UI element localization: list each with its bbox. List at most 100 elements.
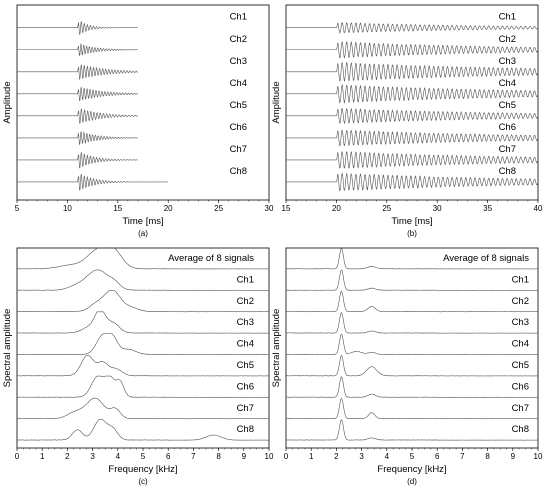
series-line-ch3 — [16, 311, 270, 334]
series-line-ch1 — [285, 269, 539, 291]
x-tick-label: 8 — [216, 452, 221, 461]
channel-label: Ch5 — [230, 100, 247, 111]
x-tick-label: 2 — [65, 452, 70, 461]
series-line-ch2 — [286, 41, 539, 59]
x-tick-label: 9 — [511, 452, 516, 461]
channel-label: Ch1 — [237, 274, 254, 285]
series-line-ch7 — [16, 397, 270, 420]
x-tick-label: 20 — [164, 204, 173, 213]
channel-label: Ch2 — [237, 296, 254, 307]
x-tick-label: 10 — [265, 452, 274, 461]
series-line-ch4 — [286, 84, 539, 104]
x-tick-label: 35 — [483, 204, 492, 213]
series-line-ch1 — [16, 269, 270, 291]
x-tick-label: 40 — [534, 204, 543, 213]
series-line-ch6 — [17, 131, 138, 145]
series-line-ch6 — [285, 376, 538, 398]
channel-label: Ch7 — [237, 403, 254, 414]
x-tick-label: 25 — [382, 204, 391, 213]
series-line-ch3 — [17, 64, 138, 81]
channel-label: Ch4 — [512, 339, 529, 350]
channel-label: Ch5 — [499, 100, 516, 111]
y-axis-label: Amplitude — [2, 81, 13, 123]
series-line-ch5 — [286, 107, 539, 125]
channel-label: Average of 8 signals — [168, 253, 254, 264]
channel-label: Ch2 — [512, 296, 529, 307]
channel-label: Ch3 — [512, 317, 529, 328]
channel-label: Ch7 — [230, 144, 247, 155]
x-tick-label: 8 — [485, 452, 490, 461]
panel-d: 0 1 2 3 4 5 6 7 8 9 10 Frequency [kHz] Spectral ampl… — [271, 247, 543, 486]
x-tick-label: 4 — [385, 452, 390, 461]
channel-label: Ch5 — [512, 360, 529, 371]
x-tick-label: 15 — [282, 204, 291, 213]
series-line-ch8 — [285, 419, 539, 441]
plot-frame — [16, 4, 270, 201]
series-line-ch7 — [286, 151, 539, 169]
x-tick-label: 7 — [460, 452, 465, 461]
x-axis-label: Time [ms] — [391, 216, 432, 227]
channel-label: Ch1 — [512, 274, 529, 285]
x-tick-label: 3 — [90, 452, 95, 461]
panel-caption: (d) — [407, 477, 417, 486]
channel-label: Ch3 — [499, 56, 516, 67]
channel-label: Ch4 — [230, 78, 247, 89]
y-axis-label: Spectral amplitude — [2, 309, 13, 388]
x-tick-label: 10 — [534, 452, 543, 461]
series-line-ch6 — [16, 375, 270, 398]
panel-caption: (c) — [138, 477, 148, 486]
channel-label: Ch6 — [499, 122, 516, 133]
channel-label: Ch2 — [230, 34, 247, 45]
series-line-ch8 — [286, 172, 539, 192]
x-tick-label: 7 — [191, 452, 196, 461]
series-line-ch4 — [285, 333, 539, 355]
channel-label: Ch1 — [230, 12, 247, 23]
channel-label: Average of 8 signals — [443, 253, 529, 264]
series-line-average-of-8-signals — [285, 248, 539, 270]
x-tick-label: 5 — [141, 452, 146, 461]
series-line-ch8 — [17, 173, 169, 191]
x-tick-label: 6 — [435, 452, 440, 461]
series-line-ch5 — [285, 355, 539, 377]
series-line-ch5 — [17, 108, 139, 125]
channel-label: Ch7 — [499, 144, 516, 155]
series-line-ch6 — [286, 129, 539, 147]
x-tick-label: 1 — [309, 452, 314, 461]
x-tick-label: 3 — [359, 452, 364, 461]
x-tick-label: 30 — [433, 204, 442, 213]
channel-label: Ch3 — [237, 317, 254, 328]
panel-caption: (a) — [138, 229, 148, 238]
series-line-ch2 — [17, 42, 138, 57]
x-tick-label: 6 — [166, 452, 171, 461]
plot-frame — [16, 247, 270, 449]
channel-label: Ch8 — [512, 424, 529, 435]
x-axis-label: Frequency [kHz] — [108, 464, 177, 475]
series-line-ch2 — [16, 290, 270, 313]
y-axis-label: Spectral amplitude — [271, 309, 282, 388]
x-tick-label: 20 — [332, 204, 341, 213]
series-line-ch2 — [285, 290, 539, 313]
x-tick-label: 30 — [265, 204, 274, 213]
x-tick-label: 2 — [334, 452, 339, 461]
series-line-ch1 — [17, 20, 138, 35]
series-line-ch4 — [16, 332, 270, 355]
x-tick-label: 5 — [410, 452, 415, 461]
channel-label: Ch6 — [237, 381, 254, 392]
x-axis-label: Frequency [kHz] — [377, 464, 446, 475]
series-line-ch5 — [16, 354, 270, 377]
channel-label: Ch8 — [237, 424, 254, 435]
channel-label: Ch8 — [230, 166, 247, 177]
x-tick-label: 4 — [116, 452, 121, 461]
panel-b: 15 20 25 30 35 40 Time [ms] Amplitude (b) Ch1 Ch2 C… — [271, 4, 543, 238]
channel-label: Ch4 — [499, 78, 516, 89]
x-tick-label: 0 — [284, 452, 289, 461]
series-line-ch7 — [17, 152, 138, 169]
x-tick-label: 10 — [63, 204, 72, 213]
x-tick-label: 0 — [15, 452, 20, 461]
channel-label: Ch1 — [499, 12, 516, 23]
channel-label: Ch6 — [230, 122, 247, 133]
plot-frame — [285, 4, 539, 201]
channel-label: Ch6 — [512, 381, 529, 392]
channel-label: Ch2 — [499, 34, 516, 45]
x-tick-label: 25 — [214, 204, 223, 213]
